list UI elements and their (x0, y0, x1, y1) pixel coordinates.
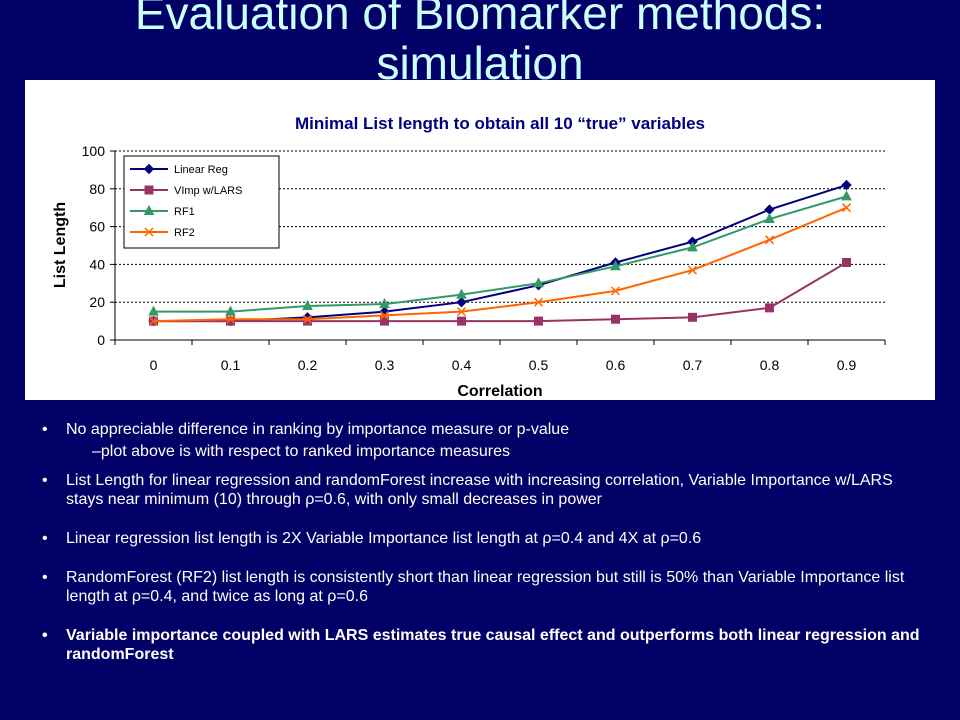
x-marker-stroke (302, 314, 313, 324)
data-point-rf2 (610, 286, 621, 296)
bullet-text: Variable importance coupled with LARS es… (66, 627, 920, 663)
data-point-rf1 (379, 298, 390, 309)
x-tick-label: 0.7 (683, 357, 703, 373)
x-marker-stroke (533, 297, 544, 307)
data-point-vimp-w-lars (842, 258, 851, 268)
chart-panel: Minimal List length to obtain all 10 “tr… (25, 80, 935, 400)
data-point-rf2 (379, 310, 390, 320)
x-marker-stroke (379, 310, 390, 320)
legend-marker (144, 227, 154, 237)
x-marker-stroke (841, 203, 852, 213)
legend-marker (144, 185, 154, 195)
data-point-rf1 (533, 277, 544, 288)
x-tick-label: 0.9 (837, 357, 857, 373)
x-marker-stroke (456, 307, 467, 317)
x-marker-stroke (610, 286, 621, 296)
data-point-rf2 (764, 235, 775, 245)
bullet-text: No appreciable difference in ranking by … (66, 421, 570, 438)
data-point-rf1 (302, 299, 313, 310)
legend-label: Linear Reg (174, 164, 228, 176)
data-point-vimp-w-lars (688, 312, 697, 322)
legend-label: RF2 (174, 227, 195, 239)
x-marker-stroke (764, 235, 775, 245)
data-point-rf1 (841, 190, 852, 201)
y-tick-label: 80 (89, 181, 105, 197)
y-tick-label: 40 (89, 256, 105, 272)
data-point-rf2 (302, 314, 313, 324)
data-point-linear-reg (456, 296, 467, 308)
bullet-text: List Length for linear regression and ra… (66, 472, 893, 508)
bullet-item: • Linear regression list length is 2X Var… (42, 530, 702, 547)
x-marker-stroke (148, 316, 159, 326)
data-point-rf1 (456, 288, 467, 299)
series-line-vimp-w-lars (153, 261, 848, 323)
legend-marker (143, 163, 155, 175)
slide-title-line1: Evaluation of Biomarker methods: (134, 0, 826, 39)
data-point-rf1 (687, 241, 698, 252)
data-point-linear-reg (841, 179, 852, 191)
data-point-rf1 (148, 305, 159, 316)
x-tick-label: 0.2 (298, 357, 318, 373)
x-marker-stroke (225, 314, 236, 324)
line-chart: Minimal List length to obtain all 10 “tr… (52, 114, 886, 400)
data-point-rf2 (841, 203, 852, 213)
y-tick-label: 100 (82, 143, 106, 159)
data-point-rf2 (225, 314, 236, 324)
chart-title: Minimal List length to obtain all 10 “tr… (295, 114, 705, 133)
data-point-rf1 (610, 260, 621, 271)
x-tick-label: 0.1 (221, 357, 241, 373)
x-tick-label: 0.5 (529, 357, 549, 373)
series-line-rf2 (153, 206, 847, 323)
data-point-vimp-w-lars (457, 316, 466, 326)
series-line-rf1 (153, 195, 847, 313)
sub-bullet-text: –plot above is with respect to ranked im… (92, 443, 510, 460)
data-point-vimp-w-lars (303, 316, 312, 326)
y-tick-label: 20 (89, 294, 105, 310)
bullet-item: • No appreciable difference in ranking by… (40, 420, 920, 461)
y-tick-label: 0 (97, 332, 105, 348)
data-point-rf2 (533, 297, 544, 307)
data-point-vimp-w-lars (765, 303, 774, 313)
x-tick-label: 0.8 (760, 357, 780, 373)
slide-title-line2: simulation (376, 37, 584, 89)
x-tick-label: 0.3 (375, 357, 395, 373)
data-point-vimp-w-lars (380, 316, 389, 326)
data-point-rf1 (764, 212, 775, 224)
x-axis-label: Correlation (457, 383, 542, 400)
data-point-linear-reg (764, 204, 775, 215)
x-tick-label: 0 (150, 357, 158, 373)
x-marker-stroke (144, 227, 154, 237)
bullet-item: • List Length for linear regression and r… (42, 472, 893, 508)
bullet-text: Linear regression list length is 2X Vari… (66, 530, 702, 547)
bullet-item: • Variable importance coupled with LARS e… (42, 627, 920, 663)
data-point-vimp-w-lars (534, 316, 543, 326)
legend-marker (143, 204, 155, 215)
bullet-list: • No appreciable difference in ranking by… (40, 420, 920, 664)
slide-title: Evaluation of Biomarker methods: simulat… (0, 0, 960, 88)
data-point-rf2 (687, 265, 698, 275)
bullet-text: RandomForest (RF2) list length is consis… (66, 569, 905, 605)
y-axis-label: List Length (52, 202, 69, 288)
y-tick-label: 60 (89, 219, 105, 235)
x-tick-label: 0.4 (452, 357, 472, 373)
data-point-vimp-w-lars (611, 314, 620, 324)
legend-label: VImp w/LARS (174, 185, 242, 197)
x-tick-label: 0.6 (606, 357, 626, 373)
data-point-rf2 (148, 316, 159, 326)
legend-label: RF1 (174, 206, 195, 218)
data-point-vimp-w-lars (226, 316, 235, 326)
bullet-item: • RandomForest (RF2) list length is consi… (42, 569, 905, 605)
data-point-rf1 (225, 305, 236, 316)
data-point-rf2 (456, 307, 467, 317)
x-marker-stroke (687, 265, 698, 275)
